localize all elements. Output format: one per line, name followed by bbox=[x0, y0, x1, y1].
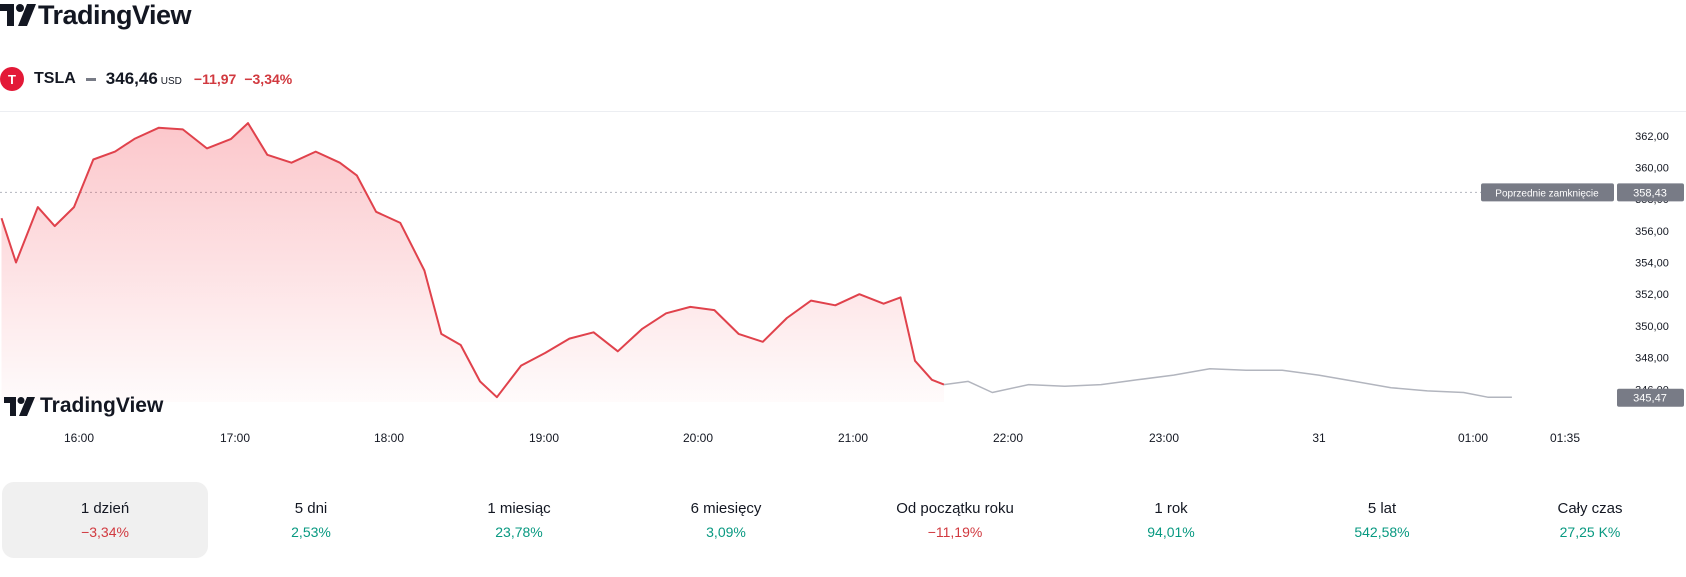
period-label: 1 miesiąc bbox=[487, 500, 551, 517]
period-change: −11,19% bbox=[927, 524, 983, 540]
ticker-price: 346,46 bbox=[105, 69, 158, 88]
period-change: 542,58% bbox=[1354, 524, 1410, 540]
period-tab[interactable]: 1 miesiąc 23,78% bbox=[416, 482, 622, 558]
last-price-value: 345,47 bbox=[1633, 393, 1667, 405]
price-chart[interactable]: 362,00360,00358,00356,00354,00352,00350,… bbox=[0, 112, 1686, 482]
tesla-logo-icon: T bbox=[0, 67, 24, 91]
period-label: 5 lat bbox=[1367, 500, 1397, 517]
period-selector: 1 dzień −3,34% 5 dni 2,53% 1 miesiąc 23,78% 6 … bbox=[0, 482, 1686, 558]
x-tick-label: 16:00 bbox=[64, 431, 94, 445]
x-tick-label: 22:00 bbox=[993, 431, 1023, 445]
ticker-currency: USD bbox=[160, 76, 182, 87]
period-label: Cały czas bbox=[1557, 500, 1623, 517]
x-tick-label: 17:00 bbox=[220, 431, 250, 445]
previous-close-marker: Poprzednie zamknięcie bbox=[1481, 183, 1614, 202]
plot-area bbox=[0, 122, 1555, 402]
x-axis: 16:00 17:00 18:00 19:00 20:00 21:00 22:00 23:00… bbox=[64, 431, 1580, 445]
y-tick-label: 356,00 bbox=[1635, 226, 1669, 238]
ticker-symbol[interactable]: TSLA bbox=[34, 70, 76, 87]
period-tab[interactable]: 5 lat 542,58% bbox=[1279, 482, 1485, 558]
period-tab[interactable]: Od początku roku −11,19% bbox=[852, 482, 1058, 558]
period-label: 5 dni bbox=[294, 500, 328, 517]
watermark-text: TradingView bbox=[40, 394, 164, 417]
ticker-header: T TSLA 346,46 USD −11,97 −3,34% bbox=[0, 66, 292, 92]
ticker-change: −11,97 bbox=[193, 71, 237, 87]
series-line-extended[interactable] bbox=[943, 367, 1512, 398]
x-tick-label: 01:35 bbox=[1550, 431, 1580, 445]
period-label: Od początku roku bbox=[896, 500, 1014, 517]
y-tick-label: 360,00 bbox=[1635, 162, 1669, 174]
last-price: 345,47 bbox=[1617, 388, 1684, 407]
x-tick-label: 18:00 bbox=[374, 431, 404, 445]
previous-close-label: Poprzednie zamknięcie bbox=[1495, 188, 1599, 199]
period-change: 23,78% bbox=[495, 524, 543, 540]
last-price-badge bbox=[1617, 388, 1684, 407]
previous-close-label-badge bbox=[1481, 183, 1614, 202]
chart-watermark: TradingView bbox=[4, 394, 164, 417]
series-line-regular[interactable] bbox=[0, 122, 945, 399]
brand-name: TradingView bbox=[38, 0, 192, 30]
period-change: −3,34% bbox=[81, 524, 129, 540]
x-tick-label: 31 bbox=[1312, 431, 1326, 445]
x-tick-label: 20:00 bbox=[683, 431, 713, 445]
period-label: 1 dzień bbox=[80, 500, 130, 517]
tradingview-logo-icon bbox=[0, 4, 36, 26]
previous-close-price: 358,43 bbox=[1617, 183, 1684, 202]
previous-close-price-value: 358,43 bbox=[1633, 187, 1667, 199]
y-tick-label: 354,00 bbox=[1635, 258, 1669, 270]
period-change: 27,25 K% bbox=[1559, 524, 1621, 540]
header-divider bbox=[0, 111, 1686, 112]
y-tick-label: 348,00 bbox=[1635, 353, 1669, 365]
period-label: 1 rok bbox=[1154, 500, 1188, 517]
period-tab[interactable]: 1 dzień −3,34% bbox=[2, 482, 208, 558]
y-tick-label: 350,00 bbox=[1635, 321, 1669, 333]
x-tick-label: 01:00 bbox=[1458, 431, 1488, 445]
y-tick-label: 352,00 bbox=[1635, 289, 1669, 301]
x-tick-label: 19:00 bbox=[529, 431, 559, 445]
period-change: 3,09% bbox=[706, 524, 746, 540]
market-status-dash bbox=[85, 77, 96, 81]
watermark-logo-icon bbox=[4, 397, 35, 416]
period-tab[interactable]: 5 dni 2,53% bbox=[208, 482, 414, 558]
y-axis: 362,00360,00358,00356,00354,00352,00350,… bbox=[1481, 131, 1684, 407]
period-label: 6 miesięcy bbox=[690, 500, 762, 517]
period-change: 94,01% bbox=[1147, 524, 1195, 540]
y-tick-label: 362,00 bbox=[1635, 131, 1669, 143]
period-tab[interactable]: 6 miesięcy 3,09% bbox=[623, 482, 829, 558]
price-area-fill bbox=[1, 123, 944, 402]
ticker-change-percent: −3,34% bbox=[244, 71, 293, 87]
period-change: 2,53% bbox=[291, 524, 331, 540]
previous-close-price-badge bbox=[1617, 183, 1684, 202]
period-tab[interactable]: 1 rok 94,01% bbox=[1068, 482, 1274, 558]
x-tick-label: 23:00 bbox=[1149, 431, 1179, 445]
tradingview-logo[interactable]: TradingView bbox=[0, 0, 192, 30]
period-tab[interactable]: Cały czas 27,25 K% bbox=[1487, 482, 1686, 558]
x-tick-label: 21:00 bbox=[838, 431, 868, 445]
